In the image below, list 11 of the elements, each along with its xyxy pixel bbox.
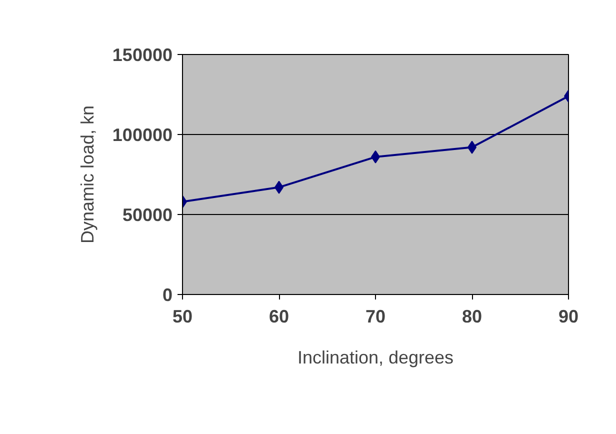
x-tick-label: 70: [365, 306, 386, 326]
x-tick-label: 50: [172, 306, 193, 326]
x-axis-title: Inclination, degrees: [297, 348, 454, 368]
x-tick-label: 90: [558, 306, 579, 326]
y-axis-title: Dynamic load, kn: [77, 105, 98, 244]
x-tick-label: 60: [268, 306, 290, 326]
y-tick-label: 0: [162, 285, 173, 305]
y-tick-label: 100000: [112, 125, 173, 145]
y-tick-label: 150000: [112, 45, 173, 65]
y-tick-label: 50000: [122, 205, 173, 225]
x-tick-label: 80: [462, 306, 482, 326]
